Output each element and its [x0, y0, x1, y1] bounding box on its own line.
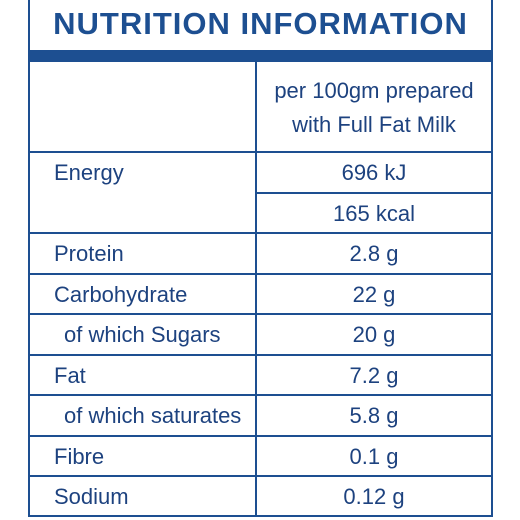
nutrient-label: of which saturates — [64, 403, 242, 428]
nutrient-value: 165 kcal — [333, 200, 415, 226]
column-divider — [255, 62, 257, 515]
nutrient-label: Fat — [54, 362, 86, 388]
nutrient-label: Fibre — [54, 443, 105, 469]
nutrient-label: Protein — [54, 241, 124, 266]
row-divider — [257, 191, 491, 194]
title: NUTRITION INFORMATION — [53, 6, 468, 41]
title-bar — [30, 50, 491, 62]
nutrient-label: of which Sugars — [64, 322, 221, 347]
nutrient-value: 20 g — [352, 322, 396, 347]
nutrient-value: 696 kJ — [341, 160, 407, 185]
nutrient-value: 22 g — [352, 281, 396, 307]
nutrient-label: Carbohydrate — [54, 281, 188, 307]
header-line: per 100gm prepared — [274, 78, 474, 103]
row-divider — [30, 353, 491, 356]
nutrition-panel: NUTRITION INFORMATION per 100gm prepared… — [28, 0, 493, 517]
nutrient-value: 0.12 g — [343, 484, 405, 509]
nutrient-value: 2.8 g — [349, 241, 399, 266]
row-divider — [30, 313, 491, 315]
row-divider — [30, 434, 491, 437]
row-divider — [30, 151, 491, 153]
row-divider — [30, 475, 491, 477]
row-divider — [30, 232, 491, 234]
nutrient-label: Sodium — [54, 484, 129, 509]
header-line: with Full Fat Milk — [292, 112, 456, 137]
nutrient-value: 0.1 g — [349, 443, 399, 469]
nutrient-value: 7.2 g — [349, 362, 399, 388]
row-divider — [30, 272, 491, 275]
column-header: per 100gm prepared with Full Fat Milk — [257, 74, 491, 142]
nutrient-label: Energy — [54, 160, 124, 185]
row-divider — [30, 394, 491, 396]
nutrient-value: 5.8 g — [349, 403, 399, 428]
